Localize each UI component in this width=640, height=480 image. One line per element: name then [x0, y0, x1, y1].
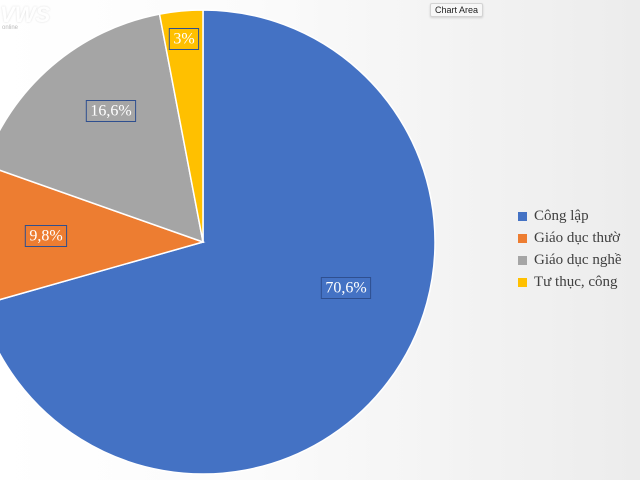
chart-area-tooltip: Chart Area — [430, 3, 484, 17]
legend-label: Giáo dục thườ — [534, 229, 621, 246]
watermark-logo: VWS — [0, 2, 51, 27]
legend-label: Tư thục, công — [534, 273, 618, 290]
legend-swatch — [518, 277, 527, 287]
data-label-box — [85, 100, 137, 122]
legend-item-cong-lap[interactable]: Công lập — [518, 205, 640, 227]
data-label-text: 9,8% — [29, 228, 62, 245]
data-label-giao-duc-thuong-xuyen[interactable]: 9,8% — [24, 225, 68, 247]
legend-item-giao-duc-thuong-xuyen[interactable]: Giáo dục thườ — [518, 227, 640, 249]
legend-label: Giáo dục nghề — [534, 251, 622, 268]
data-label-box — [168, 28, 200, 50]
data-label-box — [24, 225, 68, 247]
legend-swatch — [518, 233, 527, 243]
data-label-box — [320, 277, 372, 299]
legend-item-tu-thuc[interactable]: Tư thục, công — [518, 271, 640, 293]
watermark-subtitle: online — [2, 25, 19, 31]
data-label-cong-lap[interactable]: 70,6% — [320, 277, 372, 299]
data-label-text: 16,6% — [90, 103, 131, 120]
legend-item-giao-duc-nghe-nghiep[interactable]: Giáo dục nghề — [518, 249, 640, 271]
pie-slice-giao-duc-nghe-nghiep[interactable] — [0, 13, 204, 244]
data-label-tu-thuc[interactable]: 3% — [168, 28, 200, 50]
data-label-giao-duc-nghe-nghiep[interactable]: 16,6% — [85, 100, 137, 122]
legend-swatch — [518, 255, 527, 265]
legend-swatch — [518, 211, 527, 221]
data-label-text: 3% — [173, 31, 194, 48]
pie-slice-giao-duc-thuong-xuyen[interactable] — [0, 165, 206, 306]
pie-slice-cong-lap[interactable] — [0, 9, 436, 475]
pie-slice-tu-thuc[interactable] — [158, 9, 204, 243]
legend-label: Công lập — [534, 207, 589, 224]
chart-legend[interactable]: Công lập Giáo dục thườ Giáo dục nghề Tư … — [518, 205, 640, 293]
data-label-text: 70,6% — [325, 280, 366, 297]
